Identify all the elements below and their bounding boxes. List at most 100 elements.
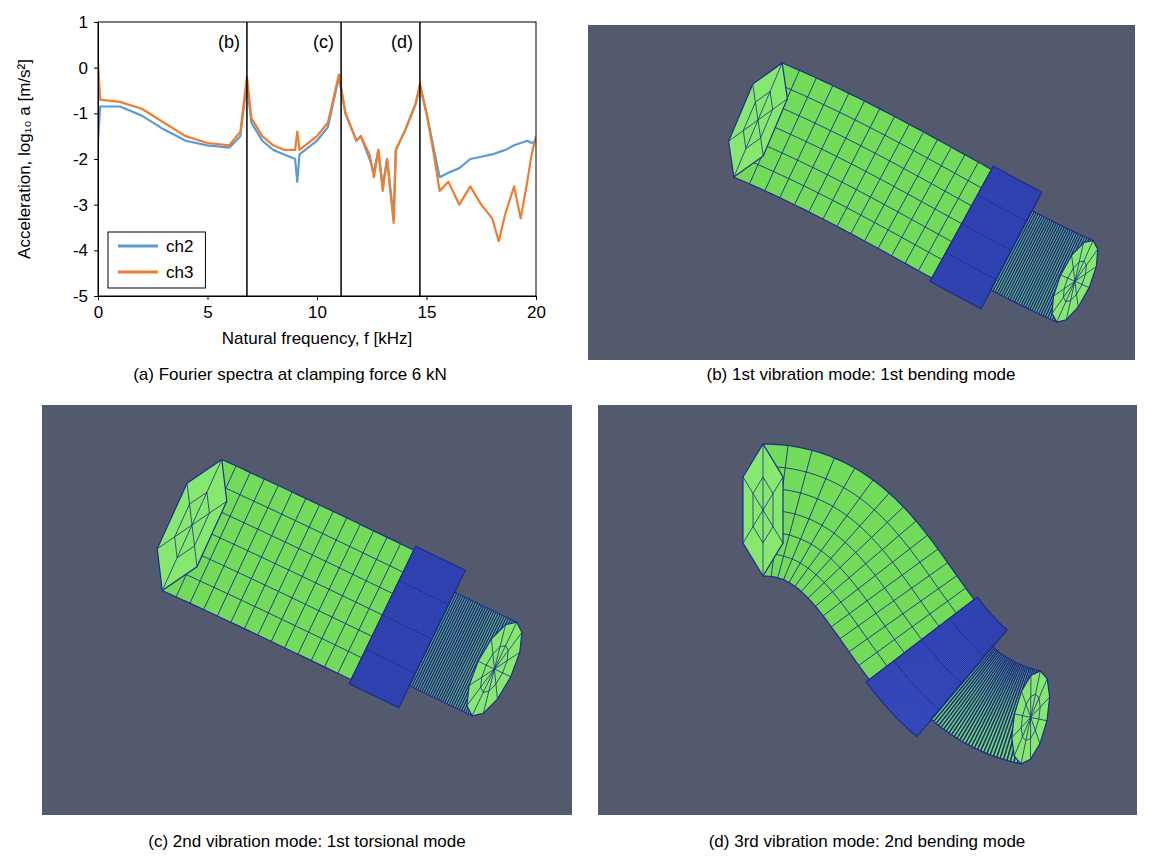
y-axis-line <box>94 23 99 297</box>
tick-label: 5 <box>203 303 212 322</box>
tick-label: 0 <box>94 303 103 322</box>
tick-mark <box>427 296 428 300</box>
tick-mark <box>94 205 98 206</box>
annotation-line <box>340 22 342 296</box>
tick-label: 10 <box>308 303 327 322</box>
tick-mark <box>94 22 98 23</box>
annotation-label: (c) <box>313 32 334 52</box>
tick-label: -5 <box>73 287 88 306</box>
mode-shape <box>157 459 522 715</box>
tick-mark <box>94 113 98 114</box>
tick-label: 0 <box>79 59 88 78</box>
annotation-line <box>246 22 248 296</box>
tick: 0 <box>94 296 103 322</box>
mesh-line <box>192 525 382 615</box>
tick-label: 15 <box>418 303 437 322</box>
mesh-line <box>766 101 972 206</box>
y-axis: -5 -4 -3 -2 -1 0 1 <box>73 13 99 306</box>
tick-mark <box>94 68 98 69</box>
caption: (b) 1st vibration mode: 1st bending mode <box>706 365 1015 384</box>
bolt-head-face <box>743 444 783 576</box>
mesh-line <box>758 120 962 224</box>
tick-mark <box>94 296 98 297</box>
x-axis: 0 5 10 15 20 <box>94 296 546 322</box>
mode-panel: (d) 3rd vibration mode: 2nd bending mode <box>598 405 1137 851</box>
mesh-line <box>894 661 939 710</box>
tick-label: 1 <box>79 13 88 32</box>
tick-label: -3 <box>73 196 88 215</box>
legend-box <box>108 232 205 288</box>
annotation-label: (b) <box>218 32 240 52</box>
bolt <box>157 459 522 715</box>
mode-panel: (b) 1st vibration mode: 1st bending mode <box>588 25 1135 384</box>
tick-label: -2 <box>73 150 88 169</box>
caption: (d) 3rd vibration mode: 2nd bending mode <box>709 832 1026 851</box>
tick: -4 <box>73 241 98 260</box>
y-axis-title: Acceleration, log₁₀ a [m/s²] <box>15 59 34 259</box>
mesh-line <box>774 82 982 188</box>
tick: 10 <box>308 296 327 322</box>
mesh-line <box>763 554 887 666</box>
mode-shape <box>729 63 1098 322</box>
tick-mark <box>94 159 98 160</box>
bolt-head-face-ring <box>753 477 773 543</box>
mode-shape <box>743 444 1050 764</box>
tick-mark <box>208 296 209 300</box>
mesh-line <box>399 581 449 605</box>
bolt-tip-face-ring <box>1021 694 1040 741</box>
tick-label: -1 <box>73 104 88 123</box>
bolt-tip-face-ring <box>1063 261 1086 302</box>
mesh-line <box>978 195 1027 221</box>
bolt-head-face-ring <box>175 492 210 558</box>
plot-frame <box>98 22 536 296</box>
caption: (c) 2nd vibration mode: 1st torsional mo… <box>148 832 466 851</box>
panel-background <box>598 405 1137 815</box>
tick: 20 <box>527 296 546 322</box>
bolt-head-face <box>729 63 788 177</box>
mesh-line <box>968 661 1013 745</box>
mode-panel: (c) 2nd vibration mode: 1st torsional mo… <box>42 405 572 851</box>
mesh-line <box>182 547 372 637</box>
tick-label: -4 <box>73 241 88 260</box>
plot-data <box>98 22 536 296</box>
panel-background <box>42 405 572 815</box>
tick: 15 <box>418 296 437 322</box>
tick: 5 <box>203 296 212 322</box>
legend-label: ch3 <box>166 263 193 282</box>
caption: (a) Fourier spectra at clamping force 6 … <box>133 365 447 384</box>
series-line <box>98 77 536 219</box>
mesh-line <box>202 503 393 593</box>
mesh-line <box>750 139 952 242</box>
mesh-line <box>382 615 432 639</box>
mesh-line <box>922 640 962 684</box>
mesh-line <box>742 158 942 260</box>
mesh-line <box>212 482 403 572</box>
bolt-head-face <box>157 459 227 590</box>
tick: -3 <box>73 196 98 215</box>
panel-background <box>588 25 1135 360</box>
mesh-line <box>950 618 985 656</box>
mesh-line <box>172 568 361 658</box>
tick-label: 20 <box>527 303 546 322</box>
annotation-line <box>419 22 421 296</box>
mesh-line <box>946 253 996 280</box>
chart: (b) (c) (d) 0 5 10 15 20 -5 -4 -3 -2 -1 0 1 Natural fre… <box>15 13 546 384</box>
legend: ch2ch3 <box>108 232 205 288</box>
tick: 0 <box>79 59 98 78</box>
tick-mark <box>536 296 537 300</box>
annotation-label: (d) <box>391 32 413 52</box>
tick: -2 <box>73 150 98 169</box>
figure: (b) (c) (d) 0 5 10 15 20 -5 -4 -3 -2 -1 0 1 Natural fre… <box>0 0 1168 866</box>
x-axis-title: Natural frequency, f [kHz] <box>222 329 413 348</box>
legend-swatch <box>118 271 158 274</box>
tick-mark <box>317 296 318 300</box>
legend-swatch <box>118 245 158 248</box>
tick: -5 <box>73 287 98 306</box>
bolt-head-face-ring <box>743 91 772 148</box>
tick: -1 <box>73 104 98 123</box>
mesh-line <box>763 532 904 653</box>
bolt <box>729 63 1098 322</box>
mesh-line <box>763 488 939 626</box>
bolt <box>743 444 1050 764</box>
x-axis-line <box>99 297 537 301</box>
